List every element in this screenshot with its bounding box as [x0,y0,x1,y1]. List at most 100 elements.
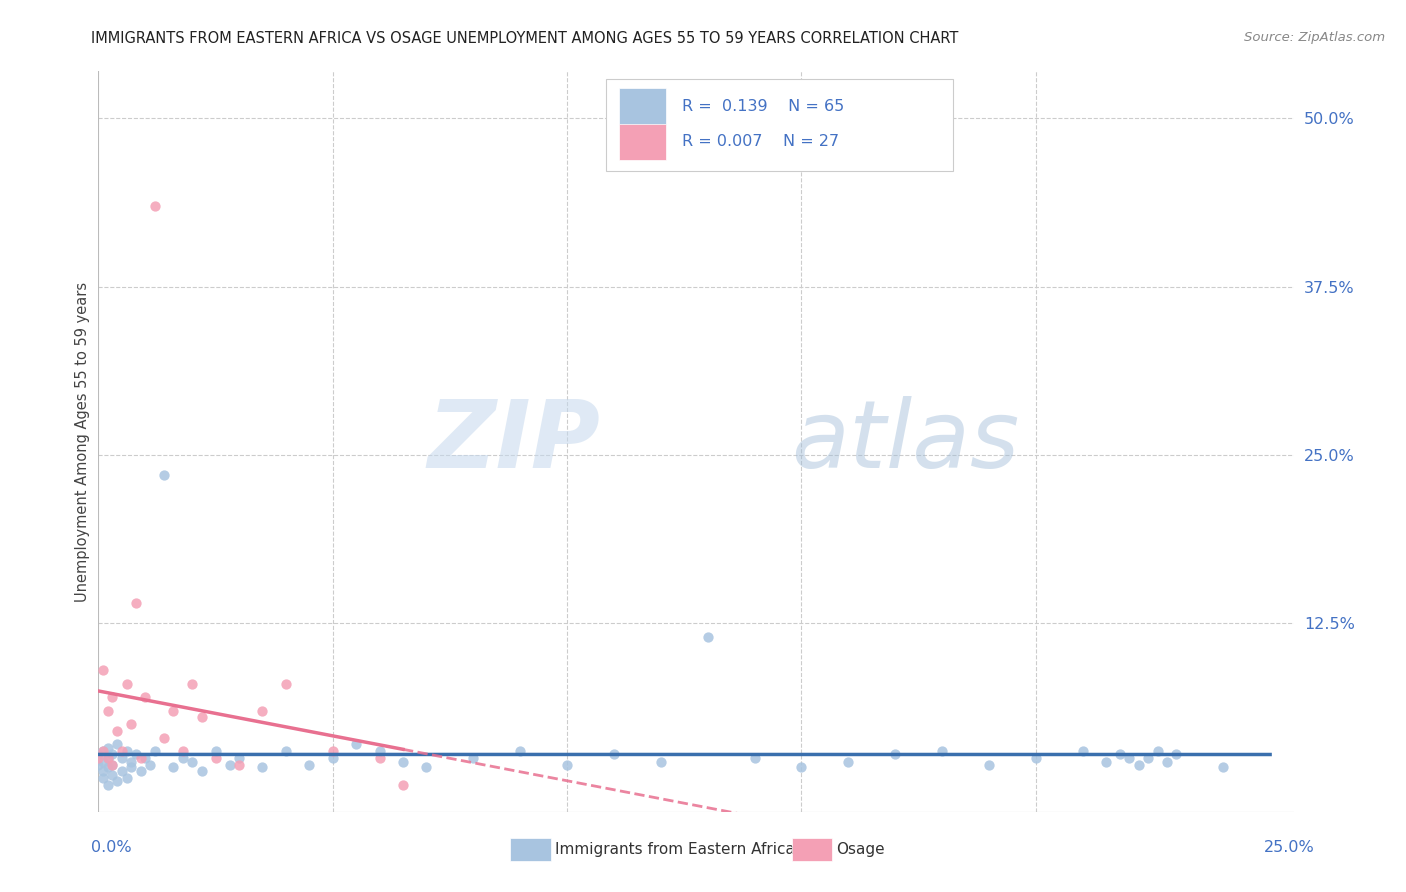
Point [91,755,114,769]
Text: ZIP: ZIP [427,395,600,488]
Point [392,778,415,792]
Point [322,744,344,758]
Text: R =  0.139    N = 65: R = 0.139 N = 65 [682,99,844,113]
Point [134,690,156,705]
Point [101,768,124,782]
Point [125,596,148,610]
Point [97,760,120,774]
Text: Source: ZipAtlas.com: Source: ZipAtlas.com [1244,31,1385,45]
Point [101,757,124,772]
Point [322,751,344,765]
Point [111,744,134,758]
Point [298,757,321,772]
Point [181,677,204,691]
Point [143,744,166,758]
FancyBboxPatch shape [606,78,953,171]
Point [91,744,114,758]
Point [228,757,250,772]
Point [392,755,415,769]
Point [97,751,120,765]
Point [368,744,391,758]
Point [931,744,953,758]
Point [204,744,226,758]
Point [1118,751,1140,765]
Point [1212,760,1234,774]
Point [603,747,626,761]
Point [1109,747,1132,761]
Point [1156,755,1178,769]
Text: 25.0%: 25.0% [1264,840,1315,855]
Point [87,747,110,761]
Point [97,704,120,718]
Point [344,738,367,752]
Point [91,771,114,785]
Point [111,751,134,765]
Point [274,677,297,691]
Point [87,757,110,772]
Point [1128,757,1150,772]
Point [696,630,718,644]
Point [162,760,184,774]
Point [1146,744,1168,758]
Point [252,704,274,718]
Point [101,690,124,705]
Point [884,747,907,761]
Point [1071,744,1094,758]
Point [115,771,138,785]
Point [91,764,114,779]
Point [1166,747,1188,761]
Point [139,757,162,772]
Point [274,744,297,758]
Point [115,677,138,691]
Point [181,755,204,769]
Point [120,717,142,731]
Point [190,710,212,724]
Point [120,760,142,774]
Point [228,751,250,765]
Point [555,757,578,772]
Point [837,755,859,769]
Point [111,764,134,779]
Text: IMMIGRANTS FROM EASTERN AFRICA VS OSAGE UNEMPLOYMENT AMONG AGES 55 TO 59 YEARS C: IMMIGRANTS FROM EASTERN AFRICA VS OSAGE … [91,31,959,46]
Text: Osage: Osage [837,842,886,856]
Point [143,199,166,213]
Point [1095,755,1118,769]
Text: Immigrants from Eastern Africa: Immigrants from Eastern Africa [555,842,796,856]
Point [977,757,1000,772]
Point [91,664,114,678]
Point [204,751,226,765]
Point [368,751,391,765]
Point [125,747,148,761]
Point [101,747,124,761]
Point [101,757,124,772]
Point [153,468,176,483]
Point [744,751,766,765]
Point [790,760,813,774]
Text: R = 0.007    N = 27: R = 0.007 N = 27 [682,134,839,149]
FancyBboxPatch shape [620,88,666,125]
Point [97,751,120,765]
Point [190,764,212,779]
Point [105,773,128,788]
Point [252,760,274,774]
Point [134,751,156,765]
Point [120,755,142,769]
Point [115,744,138,758]
Point [153,731,176,745]
Point [1025,751,1047,765]
Point [509,744,531,758]
Point [162,704,184,718]
Point [91,744,114,758]
Y-axis label: Unemployment Among Ages 55 to 59 years: Unemployment Among Ages 55 to 59 years [75,282,90,601]
Text: atlas: atlas [792,396,1019,487]
Point [105,738,128,752]
Point [463,751,485,765]
Point [87,751,110,765]
Point [105,723,128,738]
Point [650,755,672,769]
Text: 0.0%: 0.0% [91,840,132,855]
Point [218,757,240,772]
Point [97,778,120,792]
Point [172,751,194,765]
Point [97,741,120,756]
